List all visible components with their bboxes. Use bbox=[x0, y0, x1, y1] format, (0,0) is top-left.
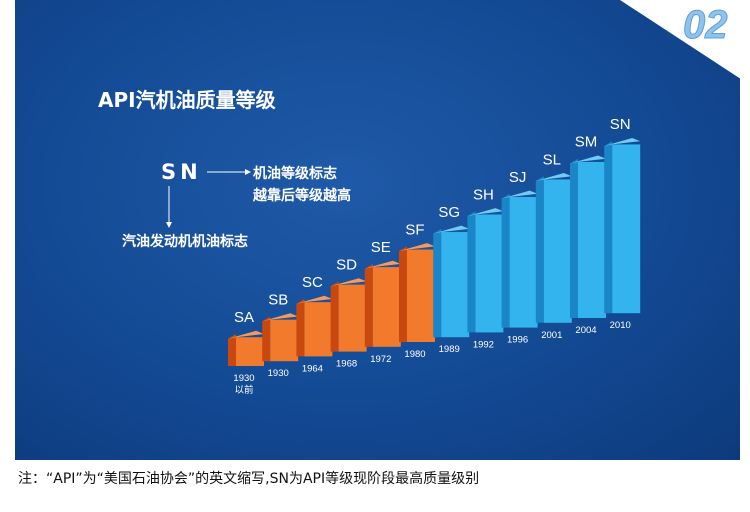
bar-top bbox=[296, 295, 333, 304]
corner-badge: 02 bbox=[620, 0, 750, 85]
year-label: 1968 bbox=[336, 359, 357, 370]
bar-sf bbox=[407, 249, 435, 342]
bar-top bbox=[433, 225, 470, 234]
bar-se bbox=[372, 267, 401, 347]
bar-chart: SA1930以前SB1930SC1964SD1968SE1972SF1980SG… bbox=[228, 116, 641, 396]
year-label: 1930 bbox=[268, 368, 289, 379]
bar-side bbox=[330, 281, 339, 352]
legend-note-gasoline: 汽油发动机机油标志 bbox=[122, 234, 248, 250]
bar-sl bbox=[543, 179, 572, 323]
bar-sj bbox=[509, 196, 538, 328]
bar-label: SC bbox=[302, 274, 323, 291]
year-label: 2001 bbox=[541, 330, 562, 341]
bar-label: SM bbox=[575, 134, 598, 151]
bar-sd bbox=[338, 284, 367, 352]
bar-label: SH bbox=[473, 186, 494, 203]
bar-label: SB bbox=[268, 291, 288, 308]
bar-side bbox=[364, 263, 373, 347]
bar-side bbox=[228, 334, 236, 366]
year-label: 1964 bbox=[302, 363, 323, 374]
bar-side bbox=[570, 158, 578, 318]
legend-note-grade: 机油等级标志 bbox=[253, 166, 337, 182]
year-label: 1972 bbox=[370, 354, 391, 365]
bar-side bbox=[604, 141, 613, 314]
bar-top bbox=[228, 330, 264, 339]
bar-top bbox=[364, 260, 401, 269]
year-label: 1930 bbox=[233, 373, 254, 384]
bar-side bbox=[535, 176, 544, 323]
bar-top bbox=[535, 173, 572, 182]
legend-code: SN bbox=[161, 160, 202, 184]
bar-label: SN bbox=[610, 116, 631, 133]
bar-side bbox=[433, 228, 442, 338]
chart-title: API汽机油质量等级 bbox=[98, 88, 276, 112]
year-label: 2004 bbox=[575, 325, 596, 336]
bar-side bbox=[501, 193, 510, 328]
year-label: 以前 bbox=[234, 384, 253, 396]
caption: 注：“API”为“美国石油协会”的英文缩写,SN为API等级现阶段最高质量级别 bbox=[18, 471, 480, 487]
legend-arrows bbox=[0, 0, 750, 460]
bar-sb bbox=[270, 319, 299, 362]
bar-label: SJ bbox=[509, 169, 527, 186]
bar-label: SL bbox=[543, 151, 561, 168]
bar-label: SF bbox=[405, 221, 424, 238]
bar-top bbox=[570, 155, 606, 164]
badge-number: 02 bbox=[683, 3, 728, 47]
bar-top bbox=[399, 243, 435, 252]
bar-top bbox=[467, 208, 504, 217]
bar-sa bbox=[236, 337, 264, 366]
bar-side bbox=[467, 211, 476, 333]
year-label: 1980 bbox=[404, 349, 425, 360]
bar-side bbox=[262, 316, 271, 362]
bar-sh bbox=[475, 214, 504, 333]
bar-sm bbox=[578, 161, 606, 318]
bar-top bbox=[604, 138, 641, 146]
bar-label: SA bbox=[234, 309, 254, 326]
year-label: 1996 bbox=[507, 335, 528, 346]
bar-label: SE bbox=[371, 239, 391, 256]
bar-sn bbox=[612, 144, 641, 314]
legend-note-higher: 越靠后等级越高 bbox=[253, 188, 351, 204]
bar-sc bbox=[304, 302, 333, 357]
bar-side bbox=[399, 246, 407, 342]
bar-sg bbox=[441, 232, 470, 338]
bar-label: SD bbox=[336, 256, 357, 273]
bar-top bbox=[501, 190, 538, 199]
year-label: 1992 bbox=[473, 339, 494, 350]
bar-side bbox=[296, 298, 305, 357]
year-label: 2010 bbox=[610, 320, 631, 331]
bar-top bbox=[262, 313, 299, 322]
bar-label: SG bbox=[438, 204, 460, 221]
bar-top bbox=[330, 278, 367, 287]
year-label: 1989 bbox=[439, 344, 460, 355]
